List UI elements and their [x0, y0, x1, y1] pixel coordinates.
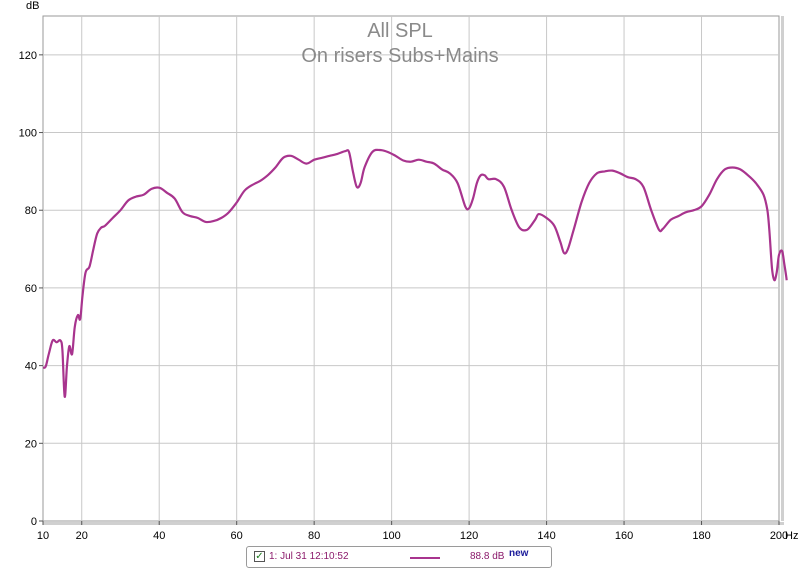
- x-tick-label: 10: [37, 530, 49, 542]
- legend-new-badge: new: [509, 548, 529, 559]
- grid-lines: [43, 16, 779, 521]
- legend: ✓ 1: Jul 31 12:10:52 88.8 dB new: [246, 546, 552, 568]
- x-axis-unit: Hz: [785, 530, 798, 542]
- series-visibility-checkbox[interactable]: ✓: [254, 551, 265, 562]
- x-tick-label: 80: [308, 530, 320, 542]
- chart-title: All SPL: [367, 20, 433, 42]
- y-tick-label: 80: [25, 205, 37, 217]
- x-tick-label: 100: [382, 530, 400, 542]
- series-line-1: [42, 148, 788, 398]
- plot-area-frame: [42, 15, 780, 522]
- x-tick-label: 160: [615, 530, 633, 542]
- y-tick-label: 0: [31, 516, 37, 528]
- x-tick-label: 20: [76, 530, 88, 542]
- y-axis: 0 20 40 60 80 100 120: [19, 50, 43, 528]
- x-tick-label: 60: [231, 530, 243, 542]
- y-tick-label: 20: [25, 438, 37, 450]
- y-tick-label: 40: [25, 361, 37, 373]
- legend-line-swatch: [410, 557, 440, 559]
- x-tick-label: 200: [770, 530, 788, 542]
- y-axis-unit: dB: [26, 0, 39, 12]
- legend-value: 88.8 dB: [470, 551, 505, 562]
- y-tick-label: 120: [19, 50, 37, 62]
- x-tick-label: 120: [460, 530, 478, 542]
- x-tick-label: 40: [153, 530, 165, 542]
- x-tick-label: 180: [692, 530, 710, 542]
- legend-entry-label[interactable]: 1: Jul 31 12:10:52: [269, 551, 349, 562]
- x-tick-label: 140: [537, 530, 555, 542]
- x-axis: 10 20 40 60 80 100 120 140 160 180 200: [37, 521, 788, 542]
- y-tick-label: 100: [19, 128, 37, 140]
- chart-subtitle: On risers Subs+Mains: [301, 45, 498, 67]
- y-tick-label: 60: [25, 283, 37, 295]
